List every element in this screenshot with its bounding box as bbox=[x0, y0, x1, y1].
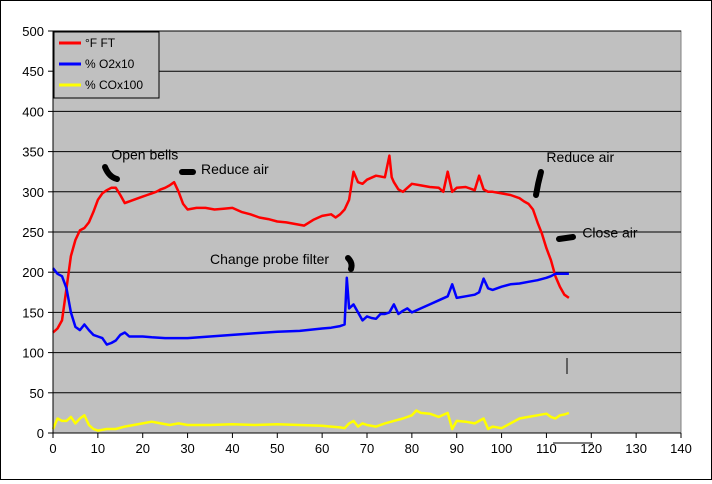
x-tick-label: 20 bbox=[135, 441, 149, 456]
y-tick-label: 400 bbox=[22, 104, 44, 119]
y-axis-ticks: 0 50 100 150 200 250 300 350 400 450 500 bbox=[22, 24, 53, 441]
y-tick-label: 300 bbox=[22, 185, 44, 200]
annotation-label: Change probe filter bbox=[210, 251, 329, 267]
x-tick-label: 70 bbox=[360, 441, 374, 456]
y-tick-label: 350 bbox=[22, 145, 44, 160]
x-tick-label: 30 bbox=[180, 441, 194, 456]
legend-label: % COx100 bbox=[85, 78, 143, 92]
handwritten-mark bbox=[533, 169, 544, 198]
x-tick-label: 60 bbox=[315, 441, 329, 456]
y-tick-label: 500 bbox=[22, 24, 44, 39]
annotations: Open bells Reduce air Change probe filter R… bbox=[111, 147, 638, 268]
series-layer bbox=[51, 154, 570, 432]
x-axis-ticks: 0 10 20 30 40 50 60 70 80 90 100 110 120 130 140 bbox=[49, 433, 692, 456]
x-tick-label: 130 bbox=[625, 441, 647, 456]
y-tick-label: 50 bbox=[30, 386, 44, 401]
series-line-0 bbox=[52, 154, 570, 334]
y-tick-label: 250 bbox=[22, 225, 44, 240]
y-tick-label: 450 bbox=[22, 64, 44, 79]
x-tick-label: 10 bbox=[91, 441, 105, 456]
handwritten-mark bbox=[345, 255, 355, 272]
annotation-label: Reduce air bbox=[201, 161, 269, 177]
series-line-1 bbox=[52, 267, 569, 346]
x-tick-label: 50 bbox=[270, 441, 284, 456]
x-tick-label: 40 bbox=[225, 441, 239, 456]
handwritten-mark bbox=[556, 234, 576, 242]
annotation-label: Open bells bbox=[111, 147, 178, 163]
annotation-label: Reduce air bbox=[546, 149, 614, 165]
x-tick-label: 120 bbox=[580, 441, 602, 456]
handwritten-mark bbox=[102, 164, 120, 182]
x-tick-label: 140 bbox=[670, 441, 692, 456]
annotation-marks bbox=[102, 164, 593, 444]
y-tick-label: 100 bbox=[22, 346, 44, 361]
y-tick-label: 150 bbox=[22, 305, 44, 320]
annotation-label: Close air bbox=[582, 225, 638, 241]
series-line-2 bbox=[51, 409, 570, 432]
legend: °F FT % O2x10 % COx100 bbox=[53, 31, 160, 99]
y-tick-label: 0 bbox=[37, 426, 44, 441]
x-tick-label: 100 bbox=[491, 441, 513, 456]
x-tick-label: 0 bbox=[49, 441, 56, 456]
y-tick-label: 200 bbox=[22, 265, 44, 280]
x-tick-label: 80 bbox=[405, 441, 419, 456]
legend-label: % O2x10 bbox=[85, 57, 135, 71]
legend-label: °F FT bbox=[85, 36, 116, 50]
x-tick-label: 90 bbox=[449, 441, 463, 456]
x-tick-label: 110 bbox=[536, 441, 557, 456]
